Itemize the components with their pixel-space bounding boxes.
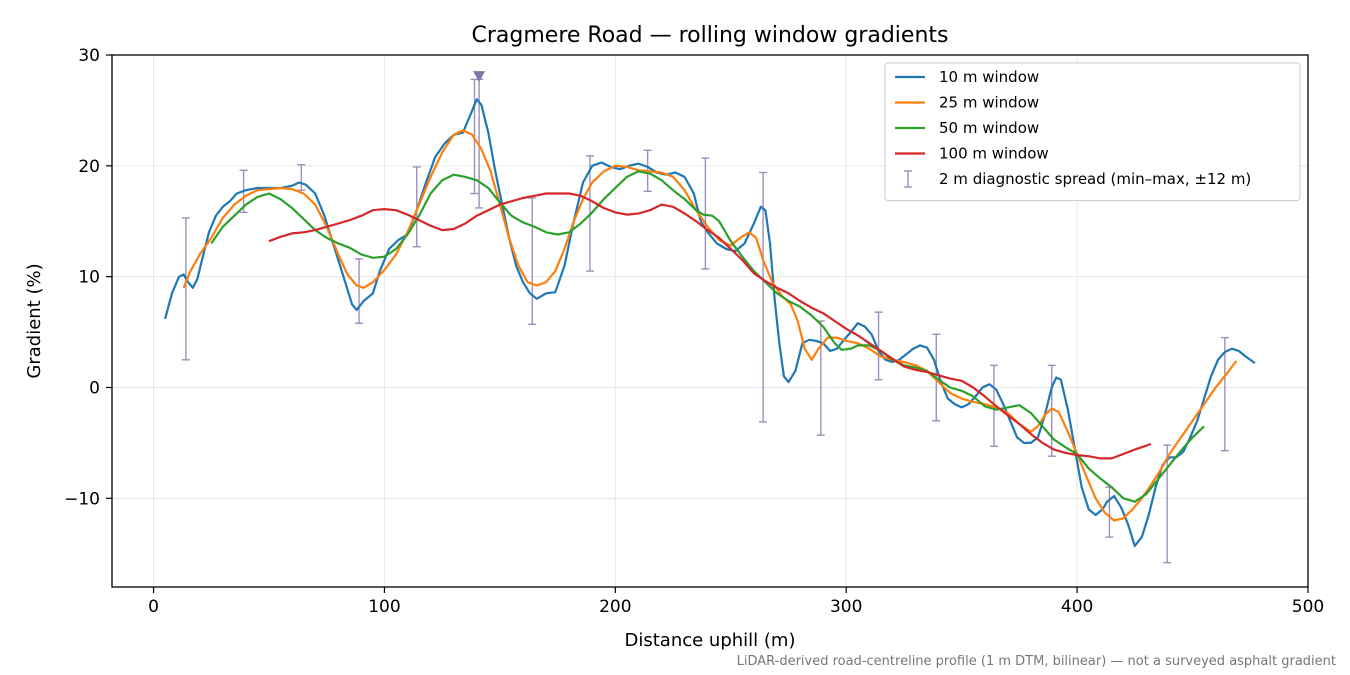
series-line <box>210 170 1205 503</box>
error-bar <box>355 258 364 324</box>
axes-frame <box>111 54 1309 588</box>
legend-item: 10 m window <box>895 68 1039 86</box>
error-bar <box>874 311 883 381</box>
y-tick-label: 10 <box>78 268 100 288</box>
error-bar <box>1220 336 1229 452</box>
y-axis-label: Gradient (%) <box>24 263 45 378</box>
chart-title: Cragmere Road — rolling window gradients <box>472 23 949 48</box>
error-bar <box>701 157 710 270</box>
legend-item: 2 m diagnostic spread (min–max, ±12 m) <box>904 170 1251 188</box>
x-axis-label: Distance uphill (m) <box>625 630 796 651</box>
svg-text:2 m diagnostic spread (min–max: 2 m diagnostic spread (min–max, ±12 m) <box>939 170 1251 188</box>
error-bar <box>181 217 190 361</box>
legend-box <box>884 62 1301 201</box>
footnote: LiDAR-derived road-centreline profile (1… <box>737 654 1336 669</box>
svg-text:50 m window: 50 m window <box>939 119 1039 137</box>
error-bar <box>1163 444 1172 564</box>
y-tick-label: 30 <box>78 46 100 66</box>
series-group <box>164 78 1256 564</box>
error-bar <box>297 164 306 191</box>
x-tick-label: 100 <box>368 597 400 617</box>
legend-item: 50 m window <box>895 119 1039 137</box>
series-line <box>164 98 1256 548</box>
svg-text:25 m window: 25 m window <box>939 94 1039 112</box>
x-tick-label: 500 <box>1292 597 1324 617</box>
error-bar <box>528 197 537 326</box>
x-tick-label: 200 <box>599 597 631 617</box>
plot-area <box>164 71 1256 564</box>
legend: 10 m window 25 m window 50 m window 100 m w… <box>884 62 1301 201</box>
series-line <box>268 192 1152 460</box>
peak-marker <box>473 71 486 83</box>
series-line <box>182 129 1238 522</box>
error-bar <box>759 171 768 423</box>
axis-ticks: 0 100 200 300 400 500 −10 0 10 20 30 <box>64 46 1324 617</box>
legend-item: 100 m window <box>895 145 1049 163</box>
error-bar <box>816 320 825 436</box>
y-tick-label: 0 <box>89 379 100 399</box>
legend-item: 25 m window <box>895 94 1039 112</box>
y-tick-label: 20 <box>78 157 100 177</box>
x-tick-label: 400 <box>1061 597 1093 617</box>
y-tick-label: −10 <box>64 489 100 509</box>
svg-text:100 m window: 100 m window <box>939 145 1049 163</box>
error-bar <box>1047 364 1056 457</box>
x-tick-label: 300 <box>830 597 862 617</box>
x-tick-label: 0 <box>148 597 159 617</box>
svg-text:10 m window: 10 m window <box>939 68 1039 86</box>
diagnostic-spread-series <box>181 78 1229 564</box>
error-bar <box>1105 486 1114 538</box>
